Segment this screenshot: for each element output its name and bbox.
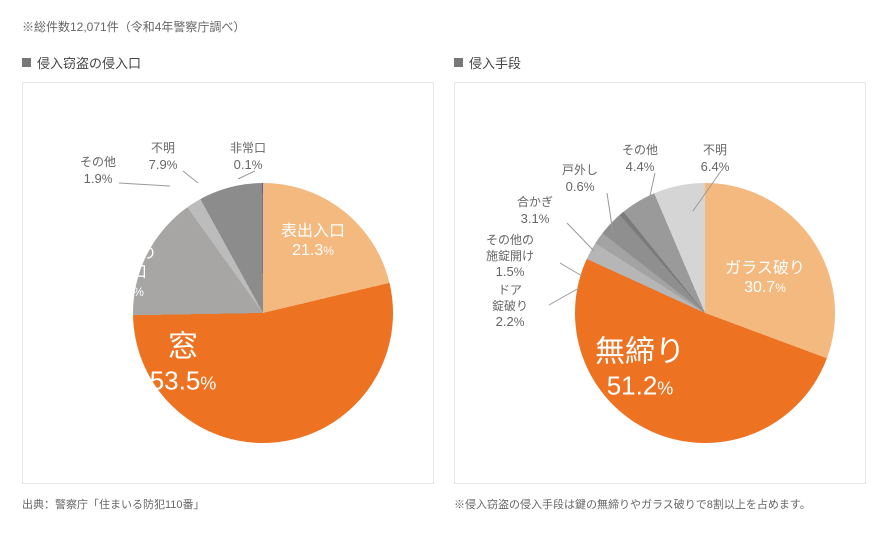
chart2-box: 無締り51.2%ガラス破り30.7%ドア錠破り2.2%その他の施錠開け1.5%合… — [454, 82, 866, 484]
leader-lines — [23, 83, 433, 483]
square-bullet-icon — [454, 58, 463, 67]
leader-lines — [455, 83, 865, 483]
chart2-footer: ※侵入窃盗の侵入手段は鍵の無締りやガラス破りで8割以上を占めます。 — [454, 496, 866, 512]
chart2-title: 侵入手段 — [454, 53, 866, 72]
chart-col-entry: 侵入窃盗の侵入口 窓53.5%表出入口21.3%その他の出入口15.4%その他1… — [22, 53, 434, 512]
chart1-box: 窓53.5%表出入口21.3%その他の出入口15.4%その他1.9%不明7.9%… — [22, 82, 434, 484]
top-note: ※総件数12,071件（令和4年警察庁調べ） — [22, 18, 866, 35]
chart1-footer: 出典：警察庁「住まいる防犯110番」 — [22, 496, 434, 512]
chart2-title-text: 侵入手段 — [469, 53, 521, 72]
chart-col-method: 侵入手段 無締り51.2%ガラス破り30.7%ドア錠破り2.2%その他の施錠開け… — [454, 53, 866, 512]
square-bullet-icon — [22, 58, 31, 67]
charts-row: 侵入窃盗の侵入口 窓53.5%表出入口21.3%その他の出入口15.4%その他1… — [22, 53, 866, 512]
chart1-title-text: 侵入窃盗の侵入口 — [37, 53, 141, 72]
chart1-title: 侵入窃盗の侵入口 — [22, 53, 434, 72]
